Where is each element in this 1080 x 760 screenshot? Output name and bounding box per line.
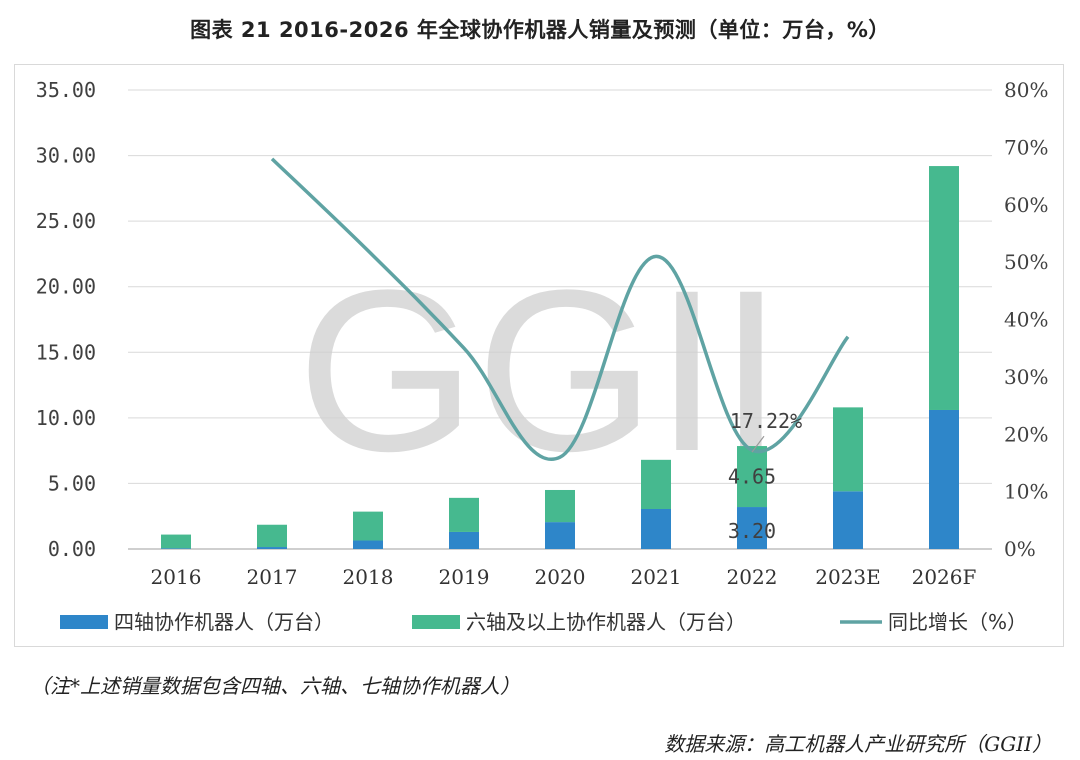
x-tick-label: 2019 xyxy=(439,565,490,589)
x-tick-label: 2018 xyxy=(343,565,394,589)
bar-four-axis xyxy=(353,540,383,549)
left-tick-label: 35.00 xyxy=(36,78,96,102)
legend-label: 六轴及以上协作机器人（万台） xyxy=(466,610,746,634)
bar-four-axis xyxy=(545,522,575,549)
chart-svg: 0.00 5.00 10.00 15.00 20.00 25.00 30.00 35.00 0%… xyxy=(36,78,1049,634)
legend-swatch xyxy=(412,615,460,629)
bar-six-axis xyxy=(257,524,287,548)
legend-swatch xyxy=(60,615,108,629)
label-leader-line xyxy=(751,435,765,453)
legend-label: 四轴协作机器人（万台） xyxy=(114,610,334,634)
bar-four-axis xyxy=(833,491,863,549)
right-tick-label: 50% xyxy=(1004,250,1048,274)
bar-four-axis xyxy=(737,507,767,549)
bar-six-axis xyxy=(353,511,383,541)
chart-frame xyxy=(14,64,1064,647)
right-tick-label: 0% xyxy=(1004,537,1036,561)
bar-six-axis xyxy=(545,489,575,523)
source-note: 数据来源：高工机器人产业研究所（GGII） xyxy=(664,732,1052,756)
bar-four-axis xyxy=(161,548,191,549)
x-tick-label: 2023E xyxy=(815,565,881,589)
bar-six-axis xyxy=(833,407,863,492)
bar-six-axis xyxy=(737,446,767,508)
bar-six-axis xyxy=(929,166,959,410)
x-tick-label: 2017 xyxy=(247,565,298,589)
bar-four-axis xyxy=(929,409,959,549)
left-tick-label: 15.00 xyxy=(36,340,96,364)
bar-six-axis xyxy=(449,497,479,532)
right-tick-label: 70% xyxy=(1004,135,1048,159)
bar-six-axis xyxy=(641,459,671,510)
data-label-four-axis: 3.20 xyxy=(728,519,776,543)
left-tick-label: 30.00 xyxy=(36,144,96,168)
right-tick-label: 10% xyxy=(1004,480,1048,504)
legend-label: 同比增长（%） xyxy=(888,610,1027,634)
chart-title: 图表 21 2016-2026 年全球协作机器人销量及预测（单位：万台，%） xyxy=(190,18,890,42)
x-tick-label: 2026F xyxy=(912,565,977,589)
right-tick-label: 30% xyxy=(1004,365,1048,389)
bar-six-axis xyxy=(161,534,191,549)
left-tick-label: 0.00 xyxy=(48,537,96,561)
right-tick-label: 60% xyxy=(1004,193,1048,217)
x-tick-label: 2021 xyxy=(631,565,682,589)
growth-line xyxy=(270,157,850,461)
footnote: （注*上述销量数据包含四轴、六轴、七轴协作机器人） xyxy=(30,674,520,698)
bar-four-axis xyxy=(641,509,671,549)
left-tick-label: 10.00 xyxy=(36,406,96,430)
bar-four-axis xyxy=(449,531,479,549)
x-tick-label: 2016 xyxy=(151,565,202,589)
left-tick-label: 20.00 xyxy=(36,275,96,299)
x-tick-label: 2022 xyxy=(727,565,778,589)
right-tick-label: 80% xyxy=(1004,78,1048,102)
bar-four-axis xyxy=(257,547,287,549)
right-tick-label: 40% xyxy=(1004,308,1048,332)
right-tick-label: 20% xyxy=(1004,422,1048,446)
data-label-six-axis: 4.65 xyxy=(728,465,776,489)
left-tick-label: 25.00 xyxy=(36,209,96,233)
x-tick-label: 2020 xyxy=(535,565,586,589)
data-label-growth: 17.22% xyxy=(730,409,802,433)
left-tick-label: 5.00 xyxy=(48,471,96,495)
